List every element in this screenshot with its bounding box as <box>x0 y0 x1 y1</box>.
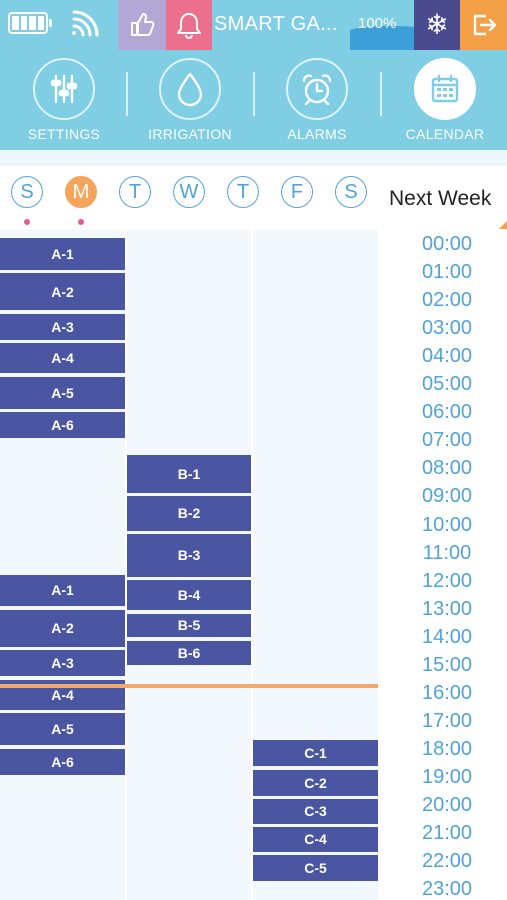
schedule-block-a[interactable]: A-2 <box>0 609 125 647</box>
logout-button[interactable] <box>460 0 507 50</box>
garden-title: SMART GA... <box>214 13 338 35</box>
time-label: 10:00 <box>421 513 473 536</box>
day-sunday[interactable]: S <box>11 176 43 208</box>
time-label: 03:00 <box>421 317 473 340</box>
week-day-selector: S M T W T F S Next Week <box>0 166 507 230</box>
time-label: 01:00 <box>421 261 473 284</box>
nav-alarms-label: ALARMS <box>287 126 347 142</box>
notifications-button[interactable] <box>166 0 212 50</box>
schedule-column-c: C-1 C-2 C-3 C-4 C-5 <box>253 230 378 900</box>
time-label: 20:00 <box>421 794 473 816</box>
schedule-block-c[interactable]: C-1 <box>253 740 378 767</box>
like-button[interactable] <box>118 0 166 50</box>
schedule-block-c[interactable]: C-2 <box>253 769 378 796</box>
time-label: 23:00 <box>421 878 473 900</box>
time-label: 00:00 <box>421 233 473 255</box>
schedule-calendar: A-1 A-2 A-3 A-4 A-5 A-6 A-1 A-2 A-3 A-4 A-5 A-6 B-1… <box>0 230 507 900</box>
schedule-block-b[interactable]: B-3 <box>127 533 251 577</box>
schedule-block-a[interactable]: A-5 <box>0 376 125 409</box>
day-thursday[interactable]: T <box>227 176 259 208</box>
time-label: 02:00 <box>421 289 473 312</box>
current-time-line <box>0 683 378 688</box>
day-tuesday[interactable]: T <box>119 176 151 208</box>
logout-icon <box>473 14 496 36</box>
water-level-wave <box>350 0 414 50</box>
schedule-block-a[interactable]: A-5 <box>0 713 125 746</box>
nav-irrigation[interactable]: IRRIGATION <box>130 58 250 142</box>
schedule-block-b[interactable]: B-6 <box>127 640 251 666</box>
time-label: 16:00 <box>421 681 473 704</box>
time-label: 04:00 <box>421 345 473 368</box>
time-label: 15:00 <box>421 653 473 676</box>
time-label: 06:00 <box>421 401 473 424</box>
schedule-block-c[interactable]: C-5 <box>253 855 378 882</box>
time-label: 12:00 <box>421 569 473 592</box>
schedule-block-a[interactable]: A-6 <box>0 748 125 775</box>
wifi-icon <box>72 10 99 37</box>
schedule-block-a[interactable]: A-3 <box>0 650 125 677</box>
nav-divider <box>126 72 128 116</box>
time-label: 07:00 <box>421 429 473 452</box>
day-event-dot <box>78 219 84 225</box>
day-event-dot <box>24 219 30 225</box>
nav-settings-label: SETTINGS <box>27 126 101 142</box>
battery-full-icon <box>8 12 52 34</box>
status-bar: SMART GA... 100% ❄ <box>0 0 507 50</box>
water-drop-icon <box>177 72 203 107</box>
schedule-block-a[interactable]: A-1 <box>0 574 125 607</box>
day-wednesday[interactable]: W <box>173 176 205 208</box>
snowflake-button[interactable]: ❄ <box>414 0 460 50</box>
nav-calendar-label: CALENDAR <box>405 126 485 142</box>
thumbs-up-icon <box>131 13 155 36</box>
bell-icon <box>177 13 201 39</box>
snowflake-icon: ❄ <box>425 9 449 40</box>
time-label: 18:00 <box>421 737 473 760</box>
schedule-block-b[interactable]: B-4 <box>127 580 251 611</box>
next-week-button[interactable]: Next Week <box>389 187 492 210</box>
schedule-block-c[interactable]: C-3 <box>253 799 378 824</box>
nav-spacer <box>0 150 507 166</box>
schedule-block-a[interactable]: A-1 <box>0 238 125 270</box>
nav-alarms[interactable]: ALARMS <box>257 58 377 142</box>
schedule-block-c[interactable]: C-4 <box>253 827 378 852</box>
time-label: 11:00 <box>422 541 472 564</box>
nav-irrigation-label: IRRIGATION <box>148 126 232 142</box>
schedule-block-b[interactable]: B-2 <box>127 496 251 531</box>
nav-divider <box>380 72 382 116</box>
day-friday[interactable]: F <box>281 176 313 208</box>
time-label: 13:00 <box>421 597 473 620</box>
alarm-clock-icon <box>302 74 332 106</box>
time-label: 19:00 <box>421 765 473 788</box>
water-level-value: 100% <box>358 15 397 32</box>
calendar-icon <box>431 74 459 103</box>
time-label: 17:00 <box>421 709 473 732</box>
schedule-block-b[interactable]: B-1 <box>127 455 251 493</box>
nav-settings[interactable]: SETTINGS <box>4 58 124 142</box>
sliders-icon <box>50 74 78 104</box>
time-label: 09:00 <box>421 485 473 508</box>
corner-marker <box>499 221 507 229</box>
time-label: 05:00 <box>421 373 473 396</box>
schedule-block-a[interactable]: A-6 <box>0 411 125 438</box>
schedule-block-a[interactable]: A-4 <box>0 343 125 374</box>
schedule-block-a[interactable]: A-2 <box>0 273 125 311</box>
time-label: 08:00 <box>421 457 473 480</box>
main-nav: SETTINGS IRRIGATION ALARMS <box>0 50 507 150</box>
day-monday[interactable]: M <box>65 176 97 208</box>
schedule-block-a[interactable]: A-3 <box>0 313 125 340</box>
schedule-column-a: A-1 A-2 A-3 A-4 A-5 A-6 A-1 A-2 A-3 A-4 A-5 A-6 <box>0 230 125 900</box>
nav-calendar[interactable]: CALENDAR <box>385 58 505 142</box>
time-label: 14:00 <box>421 625 473 648</box>
schedule-column-b: B-1 B-2 B-3 B-4 B-5 B-6 <box>127 230 251 900</box>
nav-divider <box>253 72 255 116</box>
time-label: 21:00 <box>421 822 473 845</box>
day-saturday[interactable]: S <box>335 176 367 208</box>
schedule-block-b[interactable]: B-5 <box>127 613 251 638</box>
time-label: 22:00 <box>421 850 473 873</box>
